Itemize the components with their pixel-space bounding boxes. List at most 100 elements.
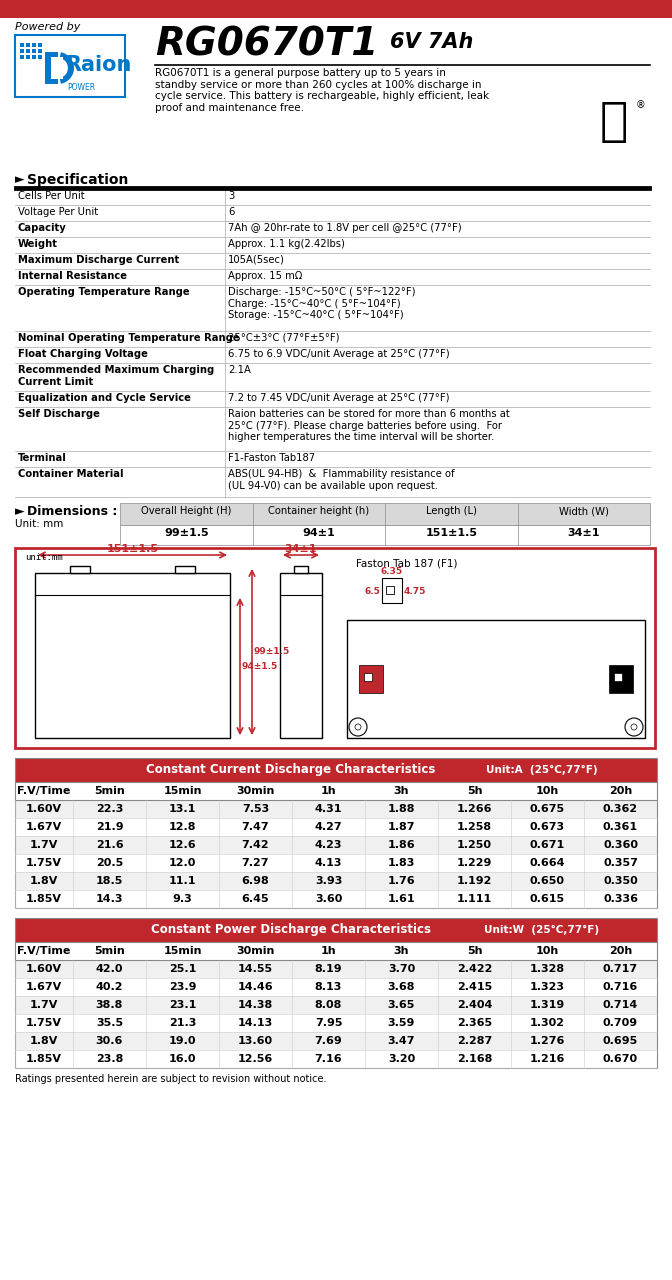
Bar: [38, 44, 42, 47]
Text: 14.38: 14.38: [238, 1000, 273, 1010]
Text: POWER: POWER: [67, 83, 95, 92]
Text: 2.415: 2.415: [457, 982, 492, 992]
Text: 0.717: 0.717: [603, 964, 638, 974]
Text: 2.365: 2.365: [457, 1018, 492, 1028]
Text: RG0670T1: RG0670T1: [155, 26, 378, 63]
Text: 7.47: 7.47: [242, 822, 269, 832]
Text: 4.13: 4.13: [314, 858, 342, 868]
Text: 1.111: 1.111: [457, 893, 492, 904]
Text: 12.6: 12.6: [169, 840, 196, 850]
Text: 1.85V: 1.85V: [26, 893, 62, 904]
Text: 16.0: 16.0: [169, 1053, 196, 1064]
Text: 0.615: 0.615: [530, 893, 565, 904]
Text: 4.31: 4.31: [314, 804, 342, 814]
Text: 12.0: 12.0: [169, 858, 196, 868]
Text: 2.168: 2.168: [457, 1053, 492, 1064]
Text: 1.258: 1.258: [457, 822, 492, 832]
Text: RG0670T1 is a general purpose battery up to 5 years in
standby service or more t: RG0670T1 is a general purpose battery up…: [155, 68, 489, 113]
Text: 7.16: 7.16: [314, 1053, 342, 1064]
Text: 1.250: 1.250: [457, 840, 492, 850]
Text: 14.13: 14.13: [238, 1018, 273, 1028]
Text: 14.46: 14.46: [238, 982, 274, 992]
Text: 1.7V: 1.7V: [30, 840, 58, 850]
Bar: [347, 620, 645, 739]
Text: 40.2: 40.2: [95, 982, 123, 992]
Text: 7.2 to 7.45 VDC/unit Average at 25°C (77°F): 7.2 to 7.45 VDC/unit Average at 25°C (77…: [228, 393, 450, 403]
Bar: [609, 666, 633, 692]
Text: Nominal Operating Temperature Range: Nominal Operating Temperature Range: [18, 333, 240, 343]
Text: 3.47: 3.47: [388, 1036, 415, 1046]
Text: 35.5: 35.5: [96, 1018, 123, 1028]
Bar: [15, 854, 657, 872]
Bar: [38, 49, 42, 52]
Bar: [38, 55, 42, 59]
Text: Ⓛ: Ⓛ: [600, 100, 628, 145]
Text: 1.83: 1.83: [388, 858, 415, 868]
Text: 3.93: 3.93: [314, 876, 342, 886]
Bar: [15, 35, 125, 97]
Text: 99±1.5: 99±1.5: [254, 648, 290, 657]
Text: 25.1: 25.1: [169, 964, 196, 974]
Text: 1.85V: 1.85V: [26, 1053, 62, 1064]
Text: 0.709: 0.709: [603, 1018, 638, 1028]
Bar: [0, 18, 672, 173]
Text: 1.76: 1.76: [388, 876, 415, 886]
Text: 12.56: 12.56: [238, 1053, 273, 1064]
Bar: [0, 0, 672, 18]
Text: Maximum Discharge Current: Maximum Discharge Current: [18, 255, 179, 265]
Text: 0.714: 0.714: [603, 1000, 638, 1010]
Text: 23.1: 23.1: [169, 1000, 196, 1010]
Text: 6.35: 6.35: [381, 567, 403, 576]
Bar: [614, 673, 622, 681]
Text: 1.328: 1.328: [530, 964, 565, 974]
Text: 34±1: 34±1: [567, 527, 600, 538]
Text: 1.67V: 1.67V: [26, 822, 62, 832]
Text: 0.675: 0.675: [530, 804, 565, 814]
Text: 5min: 5min: [94, 946, 125, 956]
Text: 5h: 5h: [467, 786, 482, 796]
Text: Terminal: Terminal: [18, 453, 67, 463]
Text: 14.3: 14.3: [95, 893, 123, 904]
Text: Constant Current Discharge Characteristics: Constant Current Discharge Characteristi…: [146, 763, 435, 777]
Text: Unit:A  (25°C,77°F): Unit:A (25°C,77°F): [486, 765, 597, 774]
Text: Capacity: Capacity: [18, 223, 67, 233]
Bar: [35, 573, 230, 739]
Text: 6.5: 6.5: [364, 586, 380, 595]
Text: Constant Power Discharge Characteristics: Constant Power Discharge Characteristics: [151, 923, 431, 937]
Text: 14.55: 14.55: [238, 964, 273, 974]
Text: 1.8V: 1.8V: [30, 1036, 58, 1046]
Text: 23.9: 23.9: [169, 982, 196, 992]
Text: 1.302: 1.302: [530, 1018, 565, 1028]
Text: 6V 7Ah: 6V 7Ah: [390, 32, 473, 52]
Text: 99±1.5: 99±1.5: [164, 527, 208, 538]
Text: 21.9: 21.9: [95, 822, 124, 832]
Text: 0.336: 0.336: [603, 893, 638, 904]
Text: 0.350: 0.350: [603, 876, 638, 886]
Bar: [382, 579, 402, 603]
Circle shape: [631, 724, 637, 730]
Text: 1.276: 1.276: [530, 1036, 565, 1046]
Text: 22.3: 22.3: [96, 804, 123, 814]
Bar: [15, 758, 657, 782]
Text: 7.53: 7.53: [242, 804, 269, 814]
Text: Container height (h): Container height (h): [268, 506, 370, 516]
Text: Powered by: Powered by: [15, 22, 81, 32]
Text: 21.3: 21.3: [169, 1018, 196, 1028]
Bar: [15, 942, 657, 960]
Text: 12.8: 12.8: [169, 822, 196, 832]
Bar: [15, 1014, 657, 1032]
Text: 3.65: 3.65: [388, 1000, 415, 1010]
Text: Specification: Specification: [27, 173, 128, 187]
Text: 1.86: 1.86: [388, 840, 415, 850]
Text: 1.7V: 1.7V: [30, 1000, 58, 1010]
Text: 15min: 15min: [163, 786, 202, 796]
Text: 3.68: 3.68: [388, 982, 415, 992]
Text: 8.19: 8.19: [314, 964, 342, 974]
Text: 3h: 3h: [394, 786, 409, 796]
Bar: [15, 1050, 657, 1068]
Bar: [120, 525, 650, 545]
Text: 2.422: 2.422: [457, 964, 492, 974]
Text: Overall Height (H): Overall Height (H): [141, 506, 231, 516]
Bar: [32, 49, 36, 52]
Text: 0.360: 0.360: [603, 840, 638, 850]
